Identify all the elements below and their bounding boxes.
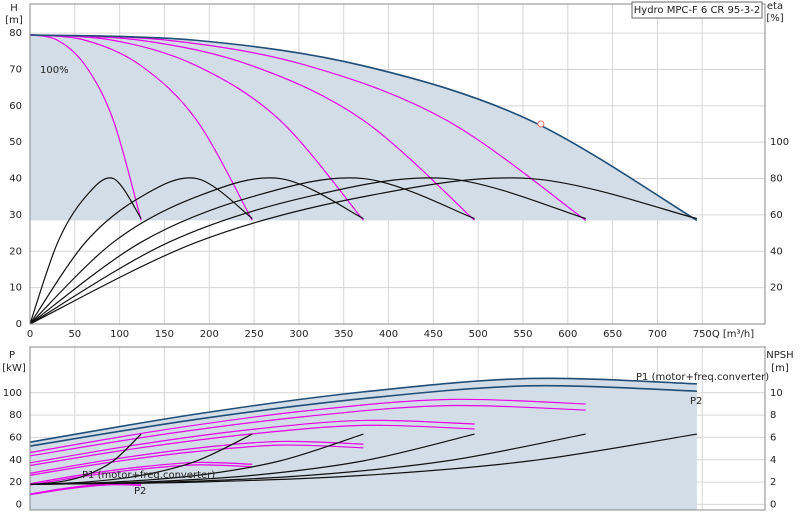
- y-tick-label: 100: [3, 388, 22, 399]
- y2-tick-label: 8: [770, 410, 776, 421]
- y-tick-label: 20: [9, 246, 22, 257]
- y2-axis-label: eta: [767, 1, 783, 12]
- x-tick-label: 700: [648, 329, 667, 340]
- secondary-curve: [29, 177, 475, 325]
- curve: [29, 34, 475, 221]
- y2-tick-label: 80: [770, 174, 783, 185]
- y-tick-label: 40: [9, 174, 22, 185]
- y2-tick-label: 40: [770, 246, 783, 257]
- y-axis-label: H: [10, 3, 18, 14]
- curve: [29, 419, 475, 464]
- secondary-curve: [29, 177, 698, 325]
- y-tick-label: 50: [9, 137, 22, 148]
- secondary-curve: [29, 177, 364, 325]
- curve: [29, 34, 364, 221]
- y-tick-label: 70: [9, 64, 22, 75]
- curve: [29, 398, 586, 454]
- annotation: P2: [690, 396, 702, 407]
- curve: [29, 34, 142, 221]
- y-axis-unit: [kW]: [2, 363, 26, 374]
- x-tick-label: 300: [289, 329, 308, 340]
- y-tick-label: 40: [9, 455, 22, 466]
- plot-frame: [29, 3, 766, 325]
- y2-axis-unit: [m]: [771, 363, 789, 374]
- secondary-curve: [29, 177, 142, 325]
- operating-area: [30, 34, 697, 221]
- secondary-curve: [29, 177, 253, 325]
- annotation: P1 (motor+freq.converter): [636, 372, 769, 383]
- y2-tick-label: 10: [770, 388, 783, 399]
- y2-tick-label: 100: [770, 137, 789, 148]
- curve: [29, 424, 475, 467]
- curve: [29, 34, 253, 221]
- y-tick-label: 60: [9, 432, 22, 443]
- duty-point: [537, 120, 545, 128]
- panel-0: 0 10 20 30 40 50 60 70 80 20 40 60 80 100 0 50 100 150 200…: [5, 1, 789, 340]
- y2-axis-label: NPSH: [766, 350, 793, 361]
- x-tick-label: 600: [558, 329, 577, 340]
- x-tick-label: 0: [27, 329, 33, 340]
- secondary-curve: [29, 177, 586, 325]
- y-axis-unit: [m]: [5, 15, 23, 26]
- curve: [29, 34, 698, 222]
- y2-tick-label: 4: [770, 455, 776, 466]
- x-tick-label: 350: [334, 329, 353, 340]
- curve: [29, 444, 364, 476]
- y2-tick-label: 0: [770, 499, 776, 510]
- x-tick-label: 550: [513, 329, 532, 340]
- x-tick-label: 450: [424, 329, 443, 340]
- chart-title: Hydro MPC-F 6 CR 95-3-2: [634, 5, 760, 16]
- y-axis-label: P: [9, 350, 15, 361]
- x-axis-label: Q [m³/h]: [712, 329, 754, 340]
- x-tick-label: 500: [469, 329, 488, 340]
- title-box: [631, 1, 763, 19]
- curve: [29, 404, 586, 457]
- secondary-curve: [29, 433, 142, 485]
- curve: [29, 377, 697, 443]
- curve: [29, 440, 364, 474]
- x-tick-label: 100: [110, 329, 129, 340]
- secondary-curve: [29, 433, 697, 485]
- y-tick-label: 0: [16, 499, 22, 510]
- curve: [29, 484, 142, 496]
- x-tick-label: 400: [379, 329, 398, 340]
- y2-axis-unit: [%]: [766, 13, 783, 24]
- curve: [29, 461, 253, 485]
- x-tick-label: 750: [693, 329, 712, 340]
- operating-area: [30, 378, 697, 510]
- y-tick-label: 30: [9, 210, 22, 221]
- x-tick-label: 650: [603, 329, 622, 340]
- y-tick-label: 0: [16, 319, 22, 330]
- y2-tick-label: 6: [770, 432, 776, 443]
- plot-frame: [29, 346, 766, 511]
- curve: [29, 384, 697, 447]
- y2-tick-label: 20: [770, 283, 783, 294]
- annotation: P2: [134, 486, 146, 497]
- annotation: 100%: [40, 65, 69, 76]
- y-tick-label: 80: [9, 410, 22, 421]
- annotation: P1 (motor+freq.converter): [82, 470, 215, 481]
- x-tick-label: 50: [68, 329, 81, 340]
- y2-tick-label: 2: [770, 477, 776, 488]
- y-tick-label: 10: [9, 283, 22, 294]
- y-tick-label: 80: [9, 28, 22, 39]
- y-tick-label: 60: [9, 101, 22, 112]
- x-tick-label: 250: [245, 329, 264, 340]
- x-tick-label: 200: [200, 329, 219, 340]
- x-tick-label: 150: [155, 329, 174, 340]
- y-tick-label: 20: [9, 477, 22, 488]
- y2-tick-label: 60: [770, 210, 783, 221]
- curve: [29, 464, 253, 486]
